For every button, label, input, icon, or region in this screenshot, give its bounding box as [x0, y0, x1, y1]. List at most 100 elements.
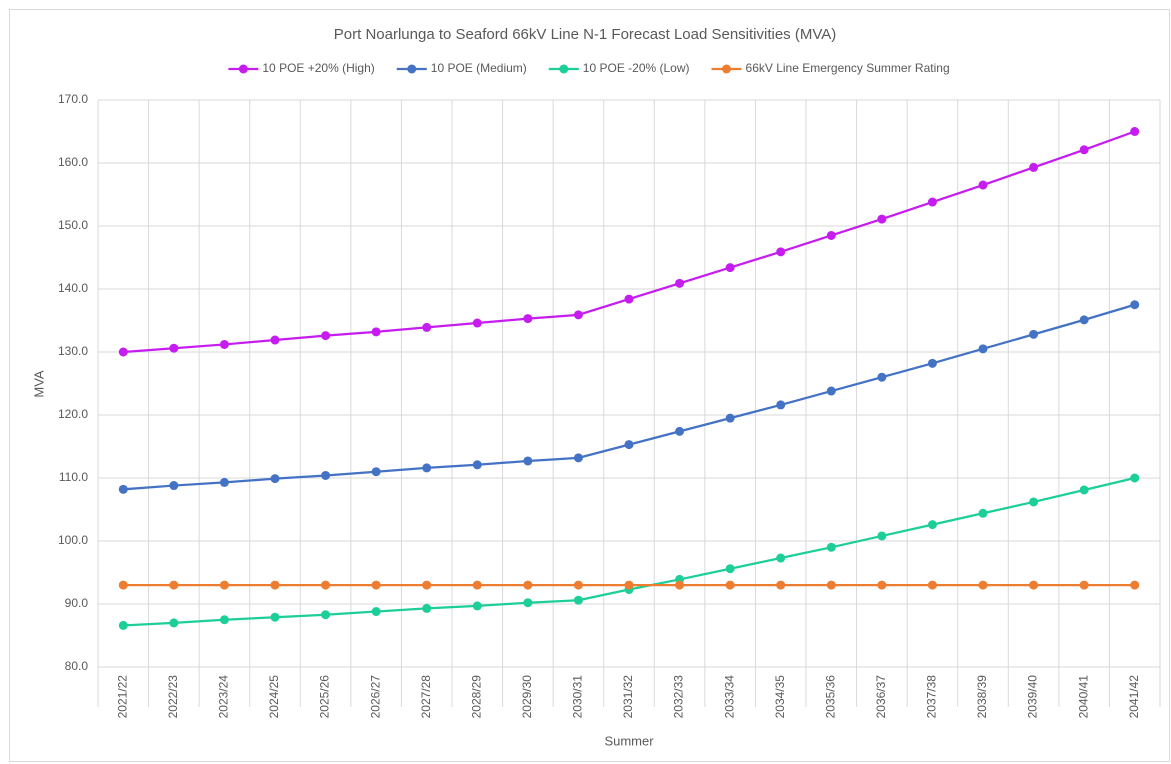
series-marker [573, 595, 583, 605]
series-marker [472, 580, 482, 590]
series-marker [624, 440, 634, 450]
series-marker [776, 400, 786, 410]
series-marker [472, 460, 482, 470]
y-tick-label: 90.0 [65, 596, 89, 610]
x-tick-label: 2032/33 [672, 675, 686, 719]
series-marker [573, 580, 583, 590]
series-marker [169, 481, 179, 491]
series-marker [1079, 485, 1089, 495]
series-marker [118, 620, 128, 630]
x-tick-label: 2025/26 [318, 675, 332, 719]
series-marker [1130, 127, 1140, 136]
series-marker [1079, 315, 1089, 325]
series-marker [573, 310, 583, 320]
series-marker [826, 580, 836, 590]
series-marker [927, 358, 937, 368]
y-tick-label: 120.0 [58, 407, 88, 421]
x-tick-label: 2024/25 [267, 675, 281, 719]
series-marker [978, 580, 988, 590]
series-marker [1130, 580, 1140, 590]
series-marker [624, 294, 634, 304]
x-tick-label: 2030/31 [571, 675, 585, 719]
series-marker [270, 612, 280, 622]
legend-marker [407, 64, 417, 74]
series-marker [1029, 580, 1039, 590]
series-marker [675, 580, 685, 590]
series-marker [776, 247, 786, 257]
series-marker [776, 553, 786, 563]
x-tick-label: 2037/38 [925, 675, 939, 719]
chart-border [9, 9, 1170, 762]
series-marker [219, 615, 229, 625]
y-tick-label: 150.0 [58, 218, 88, 232]
series-marker [573, 453, 583, 463]
series-marker [169, 618, 179, 628]
series-marker [877, 531, 887, 541]
series-marker [270, 335, 280, 345]
series-marker [1079, 145, 1089, 155]
x-axis-title: Summer [604, 733, 654, 748]
series-marker [675, 426, 685, 436]
series-marker [422, 603, 432, 613]
series-marker [219, 477, 229, 487]
y-tick-label: 160.0 [58, 155, 88, 169]
series-marker [1079, 580, 1089, 590]
x-tick-label: 2027/28 [419, 675, 433, 719]
x-tick-label: 2022/23 [166, 675, 180, 719]
x-tick-label: 2039/40 [1026, 675, 1040, 719]
series-marker [1029, 162, 1039, 172]
series-marker [371, 580, 381, 590]
y-tick-label: 100.0 [58, 533, 88, 547]
series-marker [826, 386, 836, 396]
x-tick-label: 2023/24 [217, 675, 231, 719]
series-marker [270, 474, 280, 484]
series-marker [725, 413, 735, 423]
series-marker [826, 542, 836, 552]
series-marker [1130, 473, 1140, 483]
x-tick-label: 2029/30 [520, 675, 534, 719]
series-marker [118, 347, 128, 357]
series-marker [321, 331, 331, 341]
legend-label: 66kV Line Emergency Summer Rating [746, 61, 950, 75]
series-marker [219, 580, 229, 590]
y-tick-label: 110.0 [59, 470, 88, 484]
series-marker [270, 580, 280, 590]
series-marker [472, 601, 482, 611]
series-marker [371, 607, 381, 617]
legend: 10 POE +20% (High) 10 POE (Medium) 10 POE … [228, 61, 950, 75]
legend-marker [722, 64, 732, 74]
series-marker [169, 580, 179, 590]
x-tick-label: 2036/37 [874, 675, 888, 719]
x-tick-label: 2034/35 [773, 675, 787, 719]
x-tick-label: 2041/42 [1127, 675, 1141, 719]
series-marker [624, 580, 634, 590]
x-tick-label: 2038/39 [975, 675, 989, 719]
series-marker [422, 580, 432, 590]
series-marker [169, 343, 179, 353]
series-marker [321, 610, 331, 620]
series-marker [523, 598, 533, 608]
series-marker [978, 508, 988, 518]
x-tick-label: 2028/29 [469, 675, 483, 719]
series-marker [826, 230, 836, 240]
y-tick-label: 170.0 [58, 92, 88, 106]
series-marker [725, 564, 735, 574]
series-marker [472, 318, 482, 328]
series-marker [725, 580, 735, 590]
legend-marker [238, 64, 248, 74]
chart-title: Port Noarlunga to Seaford 66kV Line N-1 … [334, 26, 836, 43]
series-marker [321, 580, 331, 590]
series-marker [927, 580, 937, 590]
series-marker [219, 339, 229, 349]
series-marker [371, 327, 381, 337]
series-marker [1130, 300, 1140, 310]
y-axis-title: MVA [31, 370, 46, 398]
series-marker [978, 180, 988, 190]
series-marker [927, 520, 937, 530]
series-marker [877, 214, 887, 224]
series-marker [776, 580, 786, 590]
series-marker [523, 456, 533, 466]
legend-label: 10 POE -20% (Low) [583, 61, 690, 75]
series-marker [371, 467, 381, 477]
